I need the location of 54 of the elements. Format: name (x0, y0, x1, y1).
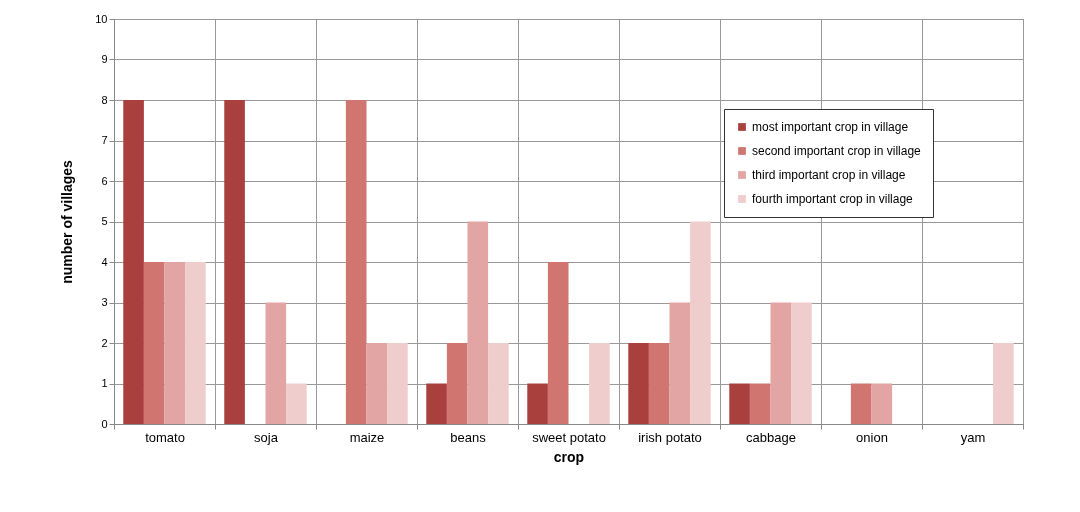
x-axis-title: crop (553, 448, 585, 465)
x-tick-label: cabbage (746, 429, 796, 445)
bar (690, 221, 711, 424)
y-tick-label: 1 (101, 377, 108, 389)
bar (143, 262, 165, 424)
legend-label: third important crop in village (752, 168, 906, 182)
legend-label: fourth important crop in village (752, 192, 914, 206)
x-tick-label: soja (254, 429, 279, 445)
bar (467, 221, 489, 424)
bar (446, 343, 468, 424)
bar (488, 343, 509, 424)
bar (387, 343, 408, 424)
y-tick-label: 2 (101, 336, 108, 349)
bar (628, 343, 649, 424)
bar (366, 343, 388, 424)
y-tick-label: 10 (95, 12, 108, 25)
bar (729, 383, 750, 424)
x-tick-label: beans (450, 429, 487, 445)
bar (749, 383, 771, 424)
x-tick-label: maize (349, 429, 385, 445)
legend-label: second important crop in village (752, 144, 922, 158)
bar (426, 383, 447, 424)
bar (286, 383, 307, 424)
bar (164, 262, 186, 424)
bar (224, 100, 245, 424)
bar (345, 100, 367, 424)
bar (589, 343, 610, 424)
bar (871, 383, 893, 424)
y-axis-title: number of villages (59, 159, 76, 284)
bar (547, 262, 569, 424)
x-tick-label: irish potato (638, 429, 702, 445)
bar (669, 302, 691, 424)
y-tick-label: 7 (101, 134, 108, 146)
x-tick-label: sweet potato (532, 429, 606, 445)
bar (185, 262, 206, 424)
legend-label: most important crop in village (752, 120, 909, 134)
x-tick-label: onion (856, 429, 888, 445)
y-tick-label: 5 (101, 215, 108, 227)
y-tick-label: 3 (101, 296, 108, 308)
y-tick-label: 8 (101, 93, 108, 106)
bar (648, 343, 670, 424)
y-tick-label: 0 (101, 417, 108, 430)
bar (791, 302, 812, 424)
bar (265, 302, 287, 424)
bar (770, 302, 792, 424)
x-tick-label: yam (960, 429, 986, 445)
bar (993, 343, 1014, 424)
bar (123, 100, 144, 424)
y-tick-label: 6 (101, 174, 108, 187)
y-tick-label: 4 (101, 255, 108, 268)
bar (527, 383, 548, 424)
x-tick-label: tomato (145, 429, 185, 445)
bar (850, 383, 872, 424)
y-tick-label: 9 (101, 53, 108, 65)
